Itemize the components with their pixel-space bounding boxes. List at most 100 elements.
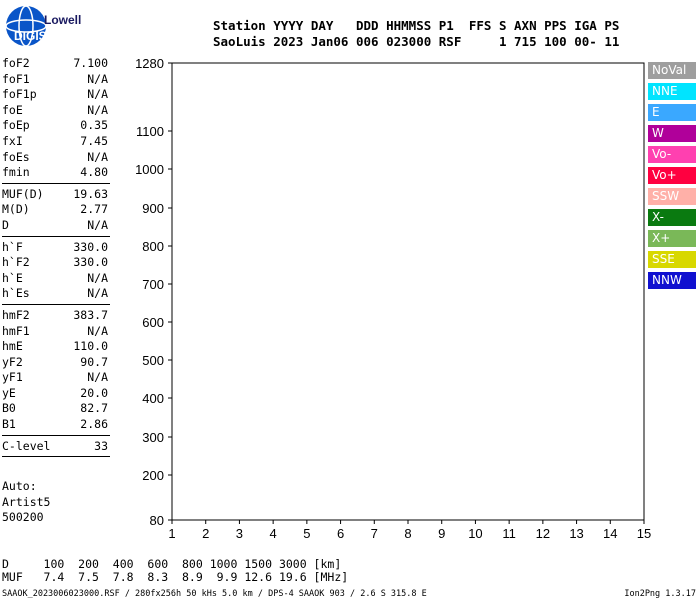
param-row: fxI 7.45 [2,134,110,150]
legend-item: Vo- [648,146,696,163]
param-name: fxI [2,133,23,148]
x-tick-label: 12 [536,526,550,541]
param-name: foF2 [2,56,30,70]
x-tick-label: 11 [502,526,516,541]
legend-item: SSW [648,188,696,205]
y-tick-label: 700 [142,277,164,292]
param-row: hmE 110.0 [2,339,110,355]
y-tick-label: 1280 [135,56,164,71]
param-name: foEs [2,149,30,164]
param-name: yF2 [2,354,23,369]
x-tick-label: 14 [603,526,617,541]
distance-row: D 100 200 400 600 800 1000 1500 3000 [km… [2,557,342,571]
param-name: foEp [2,118,30,133]
legend-item: X+ [648,230,696,247]
x-tick-label: 1 [168,526,175,541]
y-tick-label: 400 [142,391,164,406]
y-tick-label: 600 [142,315,164,330]
muf-row: MUF 7.4 7.5 7.8 8.3 8.9 9.9 12.6 19.6 [M… [2,570,349,584]
x-tick-label: 10 [468,526,482,541]
param-value: N/A [87,149,108,164]
legend-item: W [648,125,696,142]
param-value: 33 [94,438,108,453]
param-value: 82.7 [80,401,108,416]
program-version: Ion2Png 1.3.17 [624,589,696,599]
autoscaling-info: Auto: Artist5 500200 [2,479,50,526]
file-info: SAAOK_2023006023000.RSF / 280fx256h 50 k… [2,589,427,599]
param-value: 330.0 [73,239,108,254]
param-value: N/A [87,217,108,232]
param-row: hmF1 N/A [2,324,110,340]
param-row: foEs N/A [2,150,110,166]
param-row: h`F 330.0 [2,240,110,256]
param-name: M(D) [2,202,30,217]
param-row: M(D) 2.77 [2,202,110,218]
param-row: D N/A [2,218,110,234]
y-tick-label: 800 [142,239,164,254]
polarization-legend: NoVal NNE E W Vo- Vo+ SSW X- X+ SSE NNW [648,62,696,293]
param-value: N/A [87,71,108,86]
legend-item: NNW [648,272,696,289]
param-value: N/A [87,370,108,385]
x-tick-label: 9 [438,526,445,541]
param-name: h`Es [2,286,30,301]
legend-item: NoVal [648,62,696,79]
station-header: Station YYYY DAY DDD HHMMSS P1 FFS S AXN… [213,18,619,50]
param-row: h`E N/A [2,271,110,287]
param-value: N/A [87,286,108,301]
param-value: 19.63 [73,186,108,201]
param-value: 0.35 [80,118,108,133]
param-separator [2,434,110,436]
y-tick-label: 80 [150,513,164,528]
param-row: yF1 N/A [2,370,110,386]
param-name: foF1 [2,71,30,86]
param-name: yE [2,385,16,400]
param-row: MUF(D) 19.63 [2,187,110,203]
param-row: yF2 90.7 [2,355,110,371]
param-row: B0 82.7 [2,401,110,417]
param-name: hmF2 [2,307,30,322]
y-tick-label: 900 [142,201,164,216]
param-name: hmF1 [2,323,30,338]
param-row: foF2 7.100 [2,56,110,72]
param-value: N/A [87,323,108,338]
scaled-parameters-panel: foF2 7.100 foF1 N/A foF1p N/A foE N/A foEp 0.35 fx… [2,56,110,460]
param-value: 383.7 [73,307,108,322]
param-separator [2,456,110,458]
y-tick-label: 500 [142,353,164,368]
param-value: N/A [87,87,108,102]
param-name: yF1 [2,370,23,385]
legend-item: X- [648,209,696,226]
plot-frame [171,62,645,521]
param-value: 330.0 [73,255,108,270]
y-tick-label: 1000 [135,162,164,177]
param-name: D [2,217,9,232]
param-name: h`E [2,270,23,285]
param-row: foE N/A [2,103,110,119]
param-name: C-level [2,438,51,453]
auto-version: 500200 [2,510,44,524]
legend-item: NNE [648,83,696,100]
legend-item: Vo+ [648,167,696,184]
muf-distance-table: D 100 200 400 600 800 1000 1500 3000 [km… [2,558,348,584]
header-line-2: SaoLuis 2023 Jan06 006 023000 RSF 1 715 … [213,34,620,49]
lowell-digisonde-logo: Lowell DIGISONDE [5,5,81,47]
param-value: 4.80 [80,165,108,180]
param-value: N/A [87,102,108,117]
param-value: 7.100 [73,56,108,70]
param-value: 2.77 [80,202,108,217]
param-name: foF1p [2,87,37,102]
y-tick-label: 1100 [136,124,164,139]
param-value: 7.45 [80,133,108,148]
auto-label: Auto: [2,479,37,493]
x-tick-label: 7 [371,526,378,541]
footer: SAAOK_2023006023000.RSF / 280fx256h 50 k… [2,589,698,599]
param-name: MUF(D) [2,186,44,201]
param-separator [2,303,110,305]
param-name: hmE [2,339,23,354]
param-value: N/A [87,270,108,285]
logo-line2: DIGISONDE [14,29,81,43]
param-value: 2.86 [80,417,108,432]
y-tick-label: 300 [142,430,164,445]
